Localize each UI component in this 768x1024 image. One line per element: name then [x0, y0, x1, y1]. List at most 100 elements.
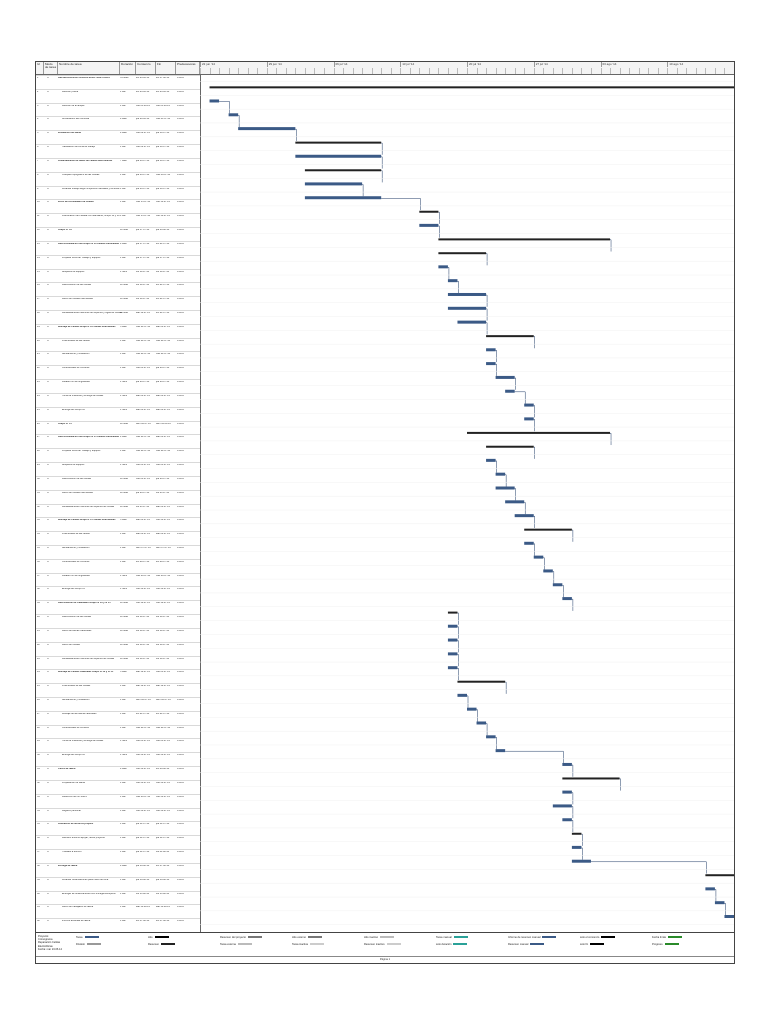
task-row[interactable]: 40 Desconexión de las Celdas 12 días vie 18…	[36, 614, 200, 628]
task-bar[interactable]	[486, 348, 496, 352]
task-bar[interactable]	[295, 154, 382, 158]
task-row[interactable]: 28 Preparar Zona de Trabajo y equipos 1 dí…	[36, 448, 200, 462]
task-bar[interactable]	[457, 320, 487, 324]
task-bar[interactable]	[505, 389, 515, 393]
task-bar[interactable]	[714, 901, 725, 905]
task-bar[interactable]	[447, 279, 458, 283]
task-row[interactable]: 31 Retiro de Celdas intermedias 12 días jue…	[36, 489, 200, 504]
task-bar[interactable]	[552, 583, 563, 587]
task-row[interactable]: 22 Conexionado de Circuitos 1 día mié 23.07…	[36, 365, 200, 379]
col-id-header[interactable]: Id	[36, 62, 44, 74]
task-row[interactable]: 36 Conexionado de Circuitos 1 día lun 28.07…	[36, 558, 200, 573]
task-row[interactable]: 48 Conexionado de circuitos 1 día mar 22.07…	[36, 724, 200, 739]
task-row[interactable]: 16 Desconexión de las Celdas 12 días vie 18…	[36, 282, 200, 296]
task-row[interactable]: 27 Desconsolidación del Grupo N°15 Celdas…	[36, 434, 200, 448]
task-bar[interactable]	[476, 721, 487, 725]
task-bar[interactable]	[447, 306, 487, 310]
task-row[interactable]: 10 Inicio de Actividades de Celdas 1 día ma…	[36, 199, 200, 213]
task-row[interactable]: 45 Posicionado de las Celdas 1 día sáb 19.0…	[36, 683, 200, 697]
task-bar[interactable]	[524, 541, 534, 545]
task-row[interactable]: 5 Instalación de faena 4 días mié 02.07.14 j…	[36, 130, 200, 144]
task-row[interactable]: 1 REPARACION DE CELDAS ELECTROLITICAS 51 d…	[36, 75, 200, 89]
task-row[interactable]: 18 Rehabilitaciones Menores de soportes y…	[36, 309, 200, 324]
task-row[interactable]: 13 Desconsolidación del Grupo N°16 Celdas…	[36, 240, 200, 255]
summary-bar[interactable]	[486, 445, 534, 448]
task-bar[interactable]	[543, 569, 553, 573]
task-row[interactable]: 12 Grupo N° 16 12 días jue 17.07.14 jue 03.0…	[36, 227, 200, 241]
summary-bar[interactable]	[571, 832, 582, 835]
summary-bar[interactable]	[295, 141, 382, 144]
task-bar[interactable]	[562, 790, 572, 794]
task-bar[interactable]	[505, 500, 525, 504]
task-row[interactable]: 53 Detección de No SSAS 1 día mar 29.07.14 m…	[36, 793, 200, 808]
task-row[interactable]: 41 Retiro de Barras Cabezales 12 días vie 1…	[36, 627, 200, 642]
task-row[interactable]: 6 Habilitación de Zona de trabajo 1 día mié…	[36, 144, 200, 158]
task-row[interactable]: 8 Chequeo topográfico de las Celdas 1 día j…	[36, 171, 200, 186]
task-bar[interactable]	[447, 652, 458, 656]
summary-bar[interactable]	[705, 874, 734, 877]
col-predecessors-header[interactable]: Predecesoras	[176, 62, 200, 74]
col-name-header[interactable]: Nombre de tarea	[58, 62, 120, 74]
task-bar[interactable]	[238, 127, 296, 131]
task-row[interactable]: 25 Entrega del Grupo 16 1 hora sáb 26.07.14…	[36, 406, 200, 421]
task-row[interactable]: 60 Entregar de observaciones con entrega …	[36, 890, 200, 905]
task-bar[interactable]	[495, 749, 506, 753]
task-bar[interactable]	[495, 486, 515, 490]
task-bar[interactable]	[209, 99, 220, 103]
task-row[interactable]: 34 Posicionado de las celdas 1 día sáb 26.0…	[36, 531, 200, 545]
task-bar[interactable]	[562, 597, 572, 601]
task-row[interactable]: 29 Bloqueos de equipos 1 hora mié 23.07.14 m…	[36, 462, 200, 476]
task-bar[interactable]	[447, 624, 458, 628]
task-row[interactable]: 32 Rehabilitaciones menores de soportes d…	[36, 503, 200, 518]
task-bar[interactable]	[533, 555, 544, 559]
task-bar[interactable]	[467, 707, 477, 711]
col-mode-header[interactable]: Modo de tarea	[44, 62, 58, 74]
summary-bar[interactable]	[467, 431, 611, 434]
task-bar[interactable]	[524, 403, 534, 407]
task-row[interactable]: 11 Planificación de Parada con Mandante, …	[36, 213, 200, 227]
task-bar[interactable]	[447, 666, 458, 670]
col-start-header[interactable]: Comienzo	[136, 62, 156, 74]
task-row[interactable]: 58 Entrega de faena 4 días jue 14.08.14 lun …	[36, 862, 200, 877]
task-row[interactable]: 44 Montaje de Celdas Cabezales Grupo N°16…	[36, 669, 200, 683]
task-bar[interactable]	[419, 223, 439, 227]
task-row[interactable]: 9 Levantar trabajo según inspección actua…	[36, 185, 200, 200]
task-row[interactable]: 39 Desconexión de Cabezales Grupo N°16 y …	[36, 600, 200, 614]
task-row[interactable]: 38 Entrega del Grupo 15 1 hora mié 30.07.14…	[36, 586, 200, 600]
task-row[interactable]: 51 Cierre de faena 4 días mié 30.07.14 lun 0…	[36, 766, 200, 780]
task-row[interactable]: 35 Alineamiento y Nivelación 1 día dom 27.0…	[36, 544, 200, 559]
task-bar[interactable]	[457, 693, 467, 697]
task-bar[interactable]	[562, 762, 572, 766]
task-row[interactable]: 52 Preparación de faena 1 día mié 30.07.14 m…	[36, 779, 200, 794]
task-bar[interactable]	[486, 362, 496, 366]
summary-bar[interactable]	[486, 335, 534, 338]
summary-bar[interactable]	[419, 210, 439, 213]
task-row[interactable]: 17 Retiro de Celdas intermedias 12 días vie…	[36, 296, 200, 310]
task-row[interactable]: 7 Levantamiento de datos de celdas electr…	[36, 157, 200, 172]
task-bar[interactable]	[304, 182, 363, 186]
task-bar[interactable]	[304, 196, 382, 200]
task-row[interactable]: 57 Traslado a terreno 1 día jue 31.07.14 vie…	[36, 849, 200, 863]
task-bar[interactable]	[447, 292, 487, 296]
task-bar[interactable]	[552, 804, 572, 808]
summary-bar[interactable]	[457, 680, 506, 683]
task-bar[interactable]	[705, 887, 715, 891]
task-bar[interactable]	[228, 113, 239, 117]
task-bar[interactable]	[724, 915, 734, 919]
col-finish-header[interactable]: Fin	[156, 62, 176, 74]
summary-bar[interactable]	[209, 86, 734, 89]
task-bar[interactable]	[495, 375, 515, 379]
task-row[interactable]: 62 Informe actividad de faena 1 día lun 17.…	[36, 918, 200, 932]
task-row[interactable]: 61 Retiro de trabajador de faena 1 día sáb …	[36, 904, 200, 918]
col-duration-header[interactable]: Duración	[120, 62, 136, 74]
task-row[interactable]: 30 Desconexión de las Celdas 12 días mié 23…	[36, 475, 200, 490]
task-bar[interactable]	[447, 638, 458, 642]
task-bar[interactable]	[486, 458, 496, 462]
summary-bar[interactable]	[438, 238, 611, 241]
task-row[interactable]: 42 Retiro de Celdas 12 días vie 18.07.14 vie…	[36, 641, 200, 656]
task-row[interactable]: 19 Montaje de Celdas Grupo N°16 Celdas In…	[36, 323, 200, 338]
task-bar[interactable]	[486, 735, 496, 739]
task-bar[interactable]	[495, 472, 506, 476]
task-row[interactable]: 55 Liberación de terrenos propios 1 día jue…	[36, 821, 200, 835]
task-row[interactable]: 59 Levantar observaciones para mano de ob…	[36, 876, 200, 891]
